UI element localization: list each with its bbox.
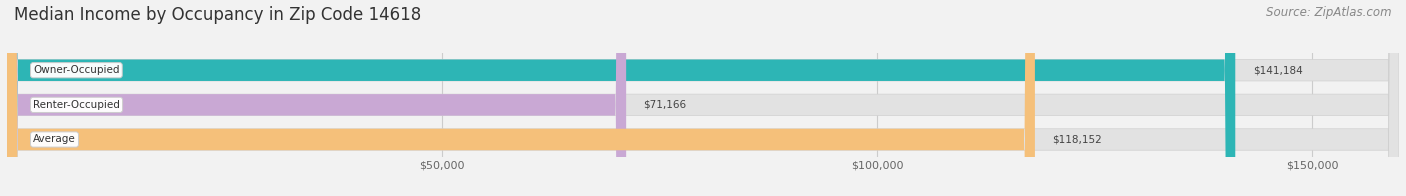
FancyBboxPatch shape bbox=[7, 0, 1399, 196]
Text: $118,152: $118,152 bbox=[1052, 134, 1102, 144]
FancyBboxPatch shape bbox=[7, 0, 1399, 196]
FancyBboxPatch shape bbox=[7, 0, 1399, 196]
Text: Source: ZipAtlas.com: Source: ZipAtlas.com bbox=[1267, 6, 1392, 19]
FancyBboxPatch shape bbox=[7, 0, 1236, 196]
Text: Renter-Occupied: Renter-Occupied bbox=[34, 100, 120, 110]
Text: Average: Average bbox=[34, 134, 76, 144]
Text: $71,166: $71,166 bbox=[644, 100, 686, 110]
FancyBboxPatch shape bbox=[7, 0, 626, 196]
Text: Owner-Occupied: Owner-Occupied bbox=[34, 65, 120, 75]
Text: Median Income by Occupancy in Zip Code 14618: Median Income by Occupancy in Zip Code 1… bbox=[14, 6, 422, 24]
Text: $141,184: $141,184 bbox=[1253, 65, 1302, 75]
FancyBboxPatch shape bbox=[7, 0, 1035, 196]
